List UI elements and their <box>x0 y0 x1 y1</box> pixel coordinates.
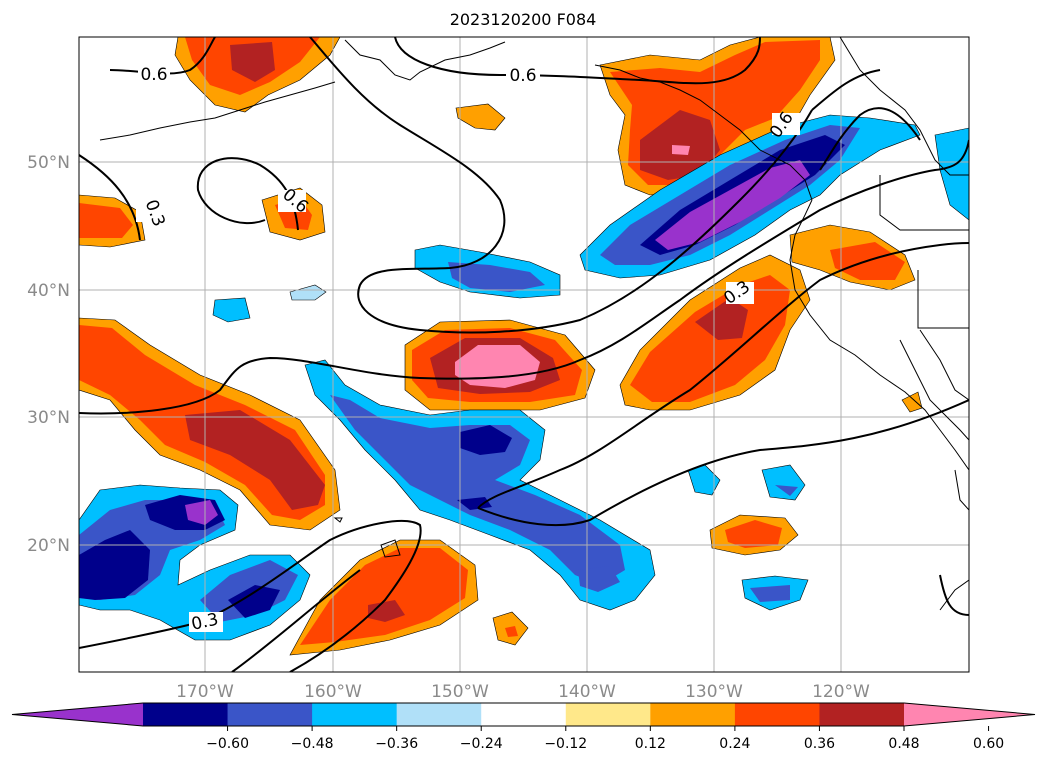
lon-label: 170°W <box>176 682 234 702</box>
map-panel: 0.6 0.6 0.6 0.6 0.3 0.3 0.3 <box>79 37 969 672</box>
colorbar-extend-high <box>904 703 1035 726</box>
lon-label: 150°W <box>431 682 489 702</box>
colorbar-segment <box>312 703 398 726</box>
lon-label: 130°W <box>685 682 743 702</box>
colorbar-tick-label: −0.12 <box>544 736 587 752</box>
lat-label: 40°N <box>27 281 70 301</box>
colorbar: −0.60 −0.48 −0.36 −0.24 −0.12 0.12 0.24 0.36 0.4… <box>11 702 1036 752</box>
graticule <box>79 37 969 672</box>
lat-label: 50°N <box>27 153 70 173</box>
colorbar-segment <box>734 703 820 726</box>
colorbar-segment <box>143 703 229 726</box>
contour-lines <box>79 37 969 672</box>
colorbar-tick-label: −0.24 <box>460 736 503 752</box>
lat-label: 30°N <box>27 408 70 428</box>
colorbar-segment <box>396 703 482 726</box>
longitude-labels: 170°W 160°W 150°W 140°W 130°W 120°W <box>176 682 870 702</box>
colorbar-tick-label: −0.48 <box>291 736 334 752</box>
colorbar-tick-label: −0.60 <box>206 736 249 752</box>
colorbar-tick-label: 0.48 <box>888 736 919 752</box>
latitude-labels: 50°N 40°N 30°N 20°N <box>27 153 70 556</box>
map-title: 2023120200 F084 <box>450 10 597 29</box>
negative-anomaly-fill <box>79 114 969 641</box>
colorbar-segment <box>650 703 736 726</box>
lat-label: 20°N <box>27 536 70 556</box>
colorbar-outline <box>11 702 1036 727</box>
positive-anomaly-fill <box>79 37 923 656</box>
lon-label: 120°W <box>812 682 870 702</box>
colorbar-tick-label: −0.36 <box>375 736 418 752</box>
colorbar-tick-label: 0.12 <box>635 736 666 752</box>
colorbar-tick-label: 0.24 <box>719 736 750 752</box>
colorbar-segment <box>565 703 651 726</box>
lon-label: 160°W <box>304 682 362 702</box>
colorbar-tick-label: 0.60 <box>973 736 1004 752</box>
colorbar-segment <box>481 703 567 726</box>
contour-label: 0.6 <box>509 66 536 86</box>
contour-label-group: 0.6 0.6 0.6 0.6 0.3 0.3 0.3 <box>136 64 800 635</box>
coastlines <box>99 37 969 611</box>
map-frame <box>78 36 970 673</box>
colorbar-segment <box>819 703 905 726</box>
colorbar-tick-label: 0.36 <box>804 736 835 752</box>
contour-label: 0.6 <box>140 65 167 85</box>
colorbar-segment <box>227 703 313 726</box>
colorbar-extend-low <box>12 703 143 726</box>
lon-label: 140°W <box>558 682 616 702</box>
